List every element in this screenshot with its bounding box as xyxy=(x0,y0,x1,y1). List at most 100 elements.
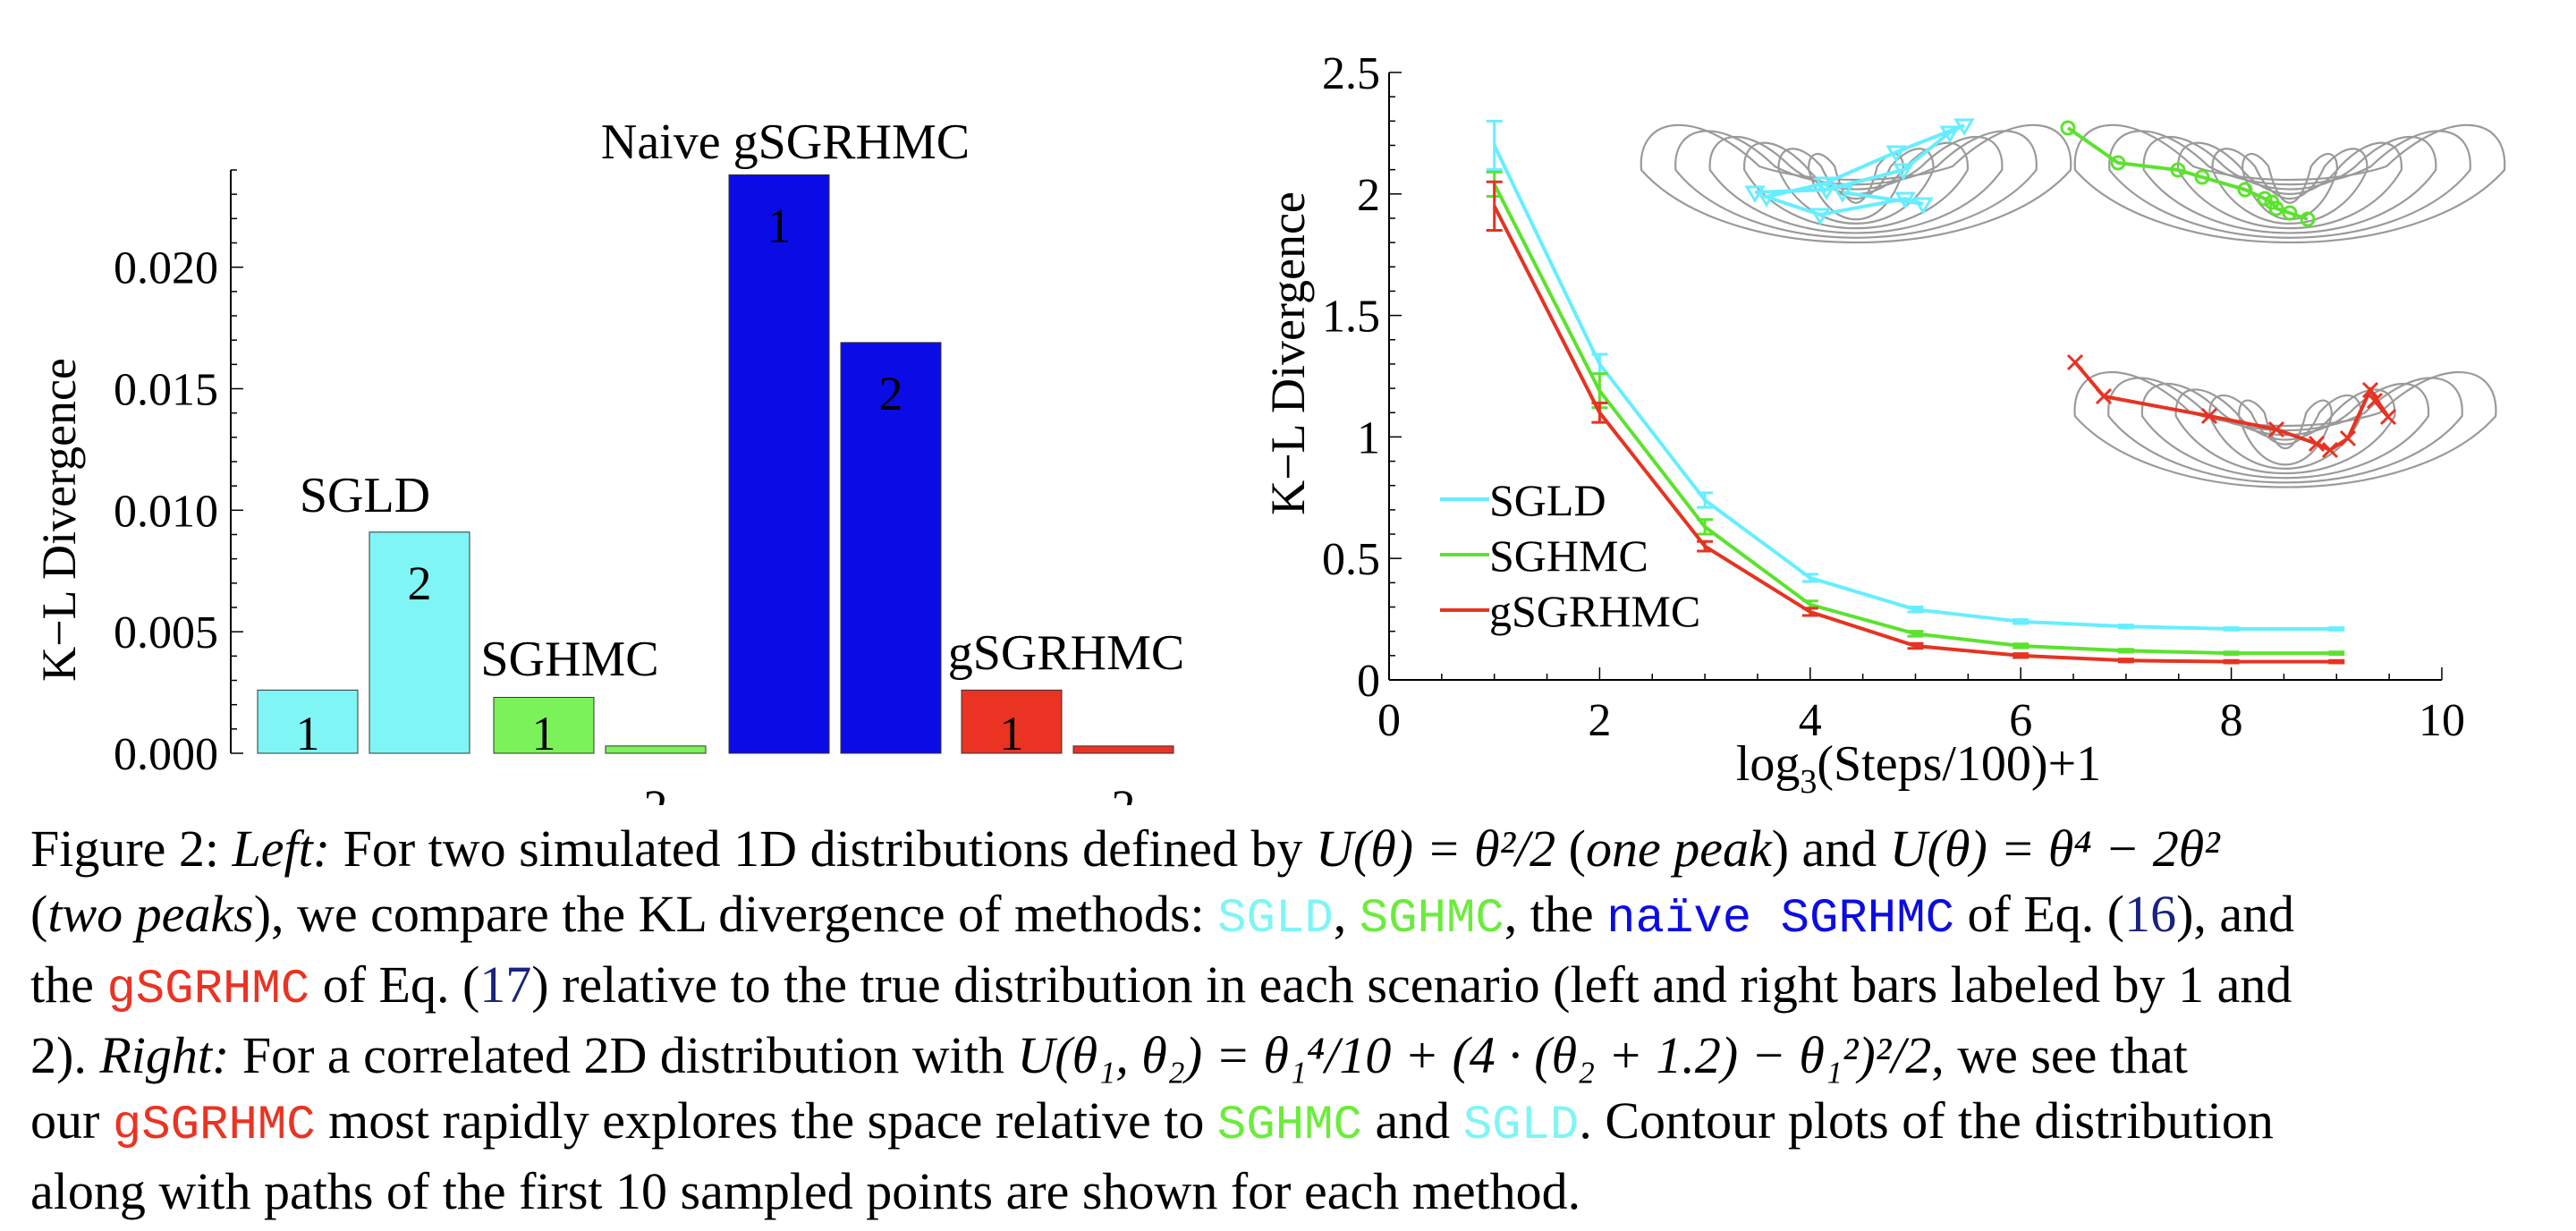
x-tick-label: 4 xyxy=(1799,695,1822,746)
bar-sgld-1 xyxy=(257,689,359,754)
sample-marker-triangle xyxy=(1832,185,1853,203)
error-bar-gsgrhmc xyxy=(1907,641,1924,650)
y-axis-label: K−L Divergence xyxy=(1261,191,1315,515)
figure-caption: Figure 2: Left: For two simulated 1D dis… xyxy=(30,816,2571,1224)
contour-line xyxy=(1674,130,2038,239)
sample-marker-cross xyxy=(2308,435,2326,453)
ref-eq17[interactable]: 17 xyxy=(479,955,532,1014)
error-bar-sgld xyxy=(2012,618,2029,625)
bar-naive-gsgrhmc-2 xyxy=(840,342,942,754)
sample-marker-triangle xyxy=(1953,118,1975,136)
bar-number-label: 1 xyxy=(767,199,792,252)
error-bar-sghmc xyxy=(2117,648,2134,654)
method-gsgrhmc: gSGRHMC xyxy=(112,1099,316,1153)
bar-number-label: 1 xyxy=(1000,707,1024,760)
caption-line-5: our gSGRHMC most rapidly explores the sp… xyxy=(30,1088,2571,1159)
contour-line xyxy=(2108,130,2471,239)
contour-line xyxy=(1777,148,1935,225)
caption-text: . Contour plots of the distribution xyxy=(1579,1091,2274,1150)
caption-text: For a correlated 2D distribution with xyxy=(242,1026,1004,1084)
caption-text: of Eq. ( xyxy=(1967,885,2125,943)
sample-marker-triangle xyxy=(1809,208,1831,225)
sample-marker-cross xyxy=(2321,441,2339,459)
error-bar-sgld xyxy=(1907,606,1924,614)
sample-marker-circle xyxy=(2300,211,2316,227)
equation-one-peak: U(θ) = θ²/2 xyxy=(1316,819,1556,878)
caption-text: ( xyxy=(30,885,48,943)
bar-number-label: 2 xyxy=(1112,780,1136,805)
error-bar-gsgrhmc xyxy=(2223,658,2240,665)
x-tick-label: 8 xyxy=(2220,695,2243,746)
sample-marker-triangle xyxy=(1756,190,1777,208)
error-bar-gsgrhmc xyxy=(2012,652,2029,659)
figure-label: Figure 2: xyxy=(30,819,220,878)
sample-marker-cross xyxy=(2095,387,2113,405)
y-tick-label: 1.5 xyxy=(1322,292,1380,343)
bar-chart-left: 0.000 0.005 0.010 0.015 0.020 K−L Divergence 1… xyxy=(32,115,1184,805)
equation-2d: U(θ₁, θ₂) = θ₁⁴/10 + (4 · (θ₂ + 1.2) − θ… xyxy=(1017,1026,1932,1084)
y-tick-label: 0.005 xyxy=(114,607,218,658)
error-bar-sghmc xyxy=(2328,650,2345,656)
error-bar-gsgrhmc xyxy=(1697,539,1714,553)
caption-text: ) relative to the true distribution in e… xyxy=(531,955,2292,1014)
x-tick-label: 10 xyxy=(2419,695,2465,746)
sample-marker-circle xyxy=(2170,162,2186,178)
error-bar-gsgrhmc xyxy=(1486,180,1503,233)
method-sghmc: SGHMC xyxy=(1359,892,1504,947)
x-axis-label: log3(Steps/100)+1 xyxy=(1736,736,2101,801)
sample-marker-cross xyxy=(2361,381,2379,399)
caption-text: , xyxy=(1333,885,1347,943)
sample-marker-cross xyxy=(2066,353,2084,371)
contour-line xyxy=(1708,135,2004,234)
caption-text: along with paths of the first 10 sampled… xyxy=(30,1162,1581,1220)
y-axis-label: K−L Divergence xyxy=(32,358,86,682)
ref-eq16[interactable]: 16 xyxy=(2124,885,2177,943)
contour-line xyxy=(1640,123,2072,243)
bar-sgld-2 xyxy=(369,531,470,754)
caption-line-2: (two peaks), we compare the KL divergenc… xyxy=(30,881,2571,952)
y-tick-label: 0.020 xyxy=(114,243,218,294)
caption-line-1: Figure 2: Left: For two simulated 1D dis… xyxy=(30,816,2571,881)
sample-marker-circle xyxy=(2194,169,2210,185)
contour-line xyxy=(2140,382,2430,480)
x-label-subscript: 3 xyxy=(1800,763,1817,801)
x-tick-label: 0 xyxy=(1377,695,1401,746)
sample-marker-circle xyxy=(2257,191,2273,207)
method-naive: naïve SGRHMC xyxy=(1606,892,1955,947)
caption-text: ), and xyxy=(2176,885,2295,943)
right-label: Right: xyxy=(99,1026,230,1084)
bar-gsgrhmc-2 xyxy=(1072,745,1174,754)
x-label-rest: (Steps/100)+1 xyxy=(1817,736,2101,792)
caption-text: of Eq. ( xyxy=(322,955,480,1014)
sample-marker-circle xyxy=(2110,155,2126,171)
y-tick-label: 0 xyxy=(1357,656,1380,707)
y-tick-label: 0.010 xyxy=(114,486,218,537)
caption-line-4: 2). Right: For a correlated 2D distribut… xyxy=(30,1023,2571,1088)
caption-text: most rapidly explores the space relative… xyxy=(328,1091,1205,1150)
equation-two-peaks: U(θ) = θ⁴ − 2θ² xyxy=(1889,819,2220,878)
y-tick-label: 1 xyxy=(1357,412,1380,463)
sample-marker-circle xyxy=(2268,200,2284,216)
sample-marker-triangle xyxy=(1894,191,1916,209)
x-tick-label: 6 xyxy=(2009,695,2032,746)
y-tick-label: 0.015 xyxy=(114,365,218,416)
y-tick-label: 2.5 xyxy=(1322,48,1380,99)
sample-marker-cross xyxy=(2379,408,2397,426)
error-bar-sgld xyxy=(2223,626,2240,632)
sample-marker-circle xyxy=(2282,205,2298,221)
contour-line xyxy=(2073,123,2506,243)
contour-line xyxy=(2241,153,2338,221)
sample-marker-cross xyxy=(2200,407,2218,425)
error-bar-gsgrhmc xyxy=(2117,658,2134,664)
group-label-naive-gsgrhmc: Naive gSGRHMC xyxy=(601,115,970,170)
bar-number-label: 1 xyxy=(532,707,556,760)
bar-number-label: 1 xyxy=(296,707,320,760)
contour-line xyxy=(1808,153,1904,221)
legend-label-gsgrhmc: gSGRHMC xyxy=(1489,586,1700,636)
bar-gsgrhmc-1 xyxy=(961,689,1063,754)
caption-text: ), we compare the KL divergence of metho… xyxy=(253,885,1205,943)
caption-emph: one peak xyxy=(1585,819,1772,878)
caption-text: the xyxy=(30,955,94,1014)
group-label-sgld: SGLD xyxy=(300,468,430,523)
